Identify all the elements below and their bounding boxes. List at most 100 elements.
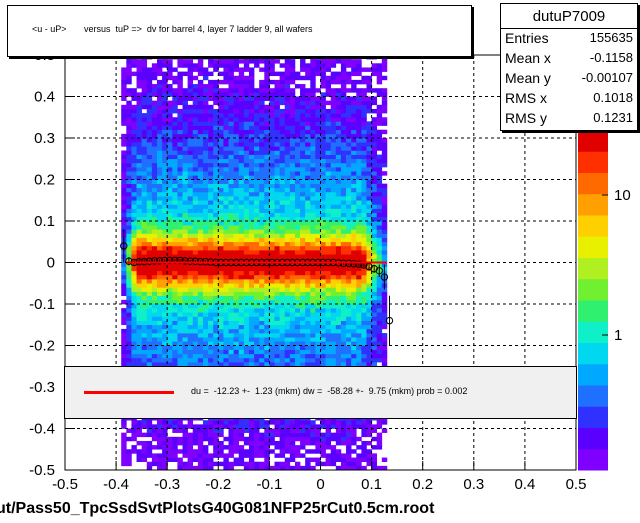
density-cell <box>233 108 240 114</box>
density-cell <box>177 424 183 429</box>
density-cell <box>131 200 137 205</box>
density-cell <box>289 308 296 313</box>
density-cell <box>131 357 137 363</box>
density-cell <box>335 299 342 305</box>
density-cell <box>156 200 163 205</box>
density-cell <box>366 362 372 367</box>
density-cell <box>167 167 173 172</box>
density-cell <box>330 100 337 106</box>
density-cell <box>315 457 321 462</box>
density-cell <box>294 129 301 135</box>
density-cell <box>202 457 209 462</box>
density-cell <box>156 324 163 330</box>
density-cell <box>248 308 255 313</box>
density-cell <box>366 424 372 429</box>
density-cell <box>254 229 260 234</box>
density-cell <box>371 424 378 429</box>
density-cell <box>279 154 286 160</box>
density-cell <box>376 183 383 189</box>
density-cell <box>340 75 347 81</box>
density-cell <box>156 357 163 363</box>
density-cell <box>243 183 250 189</box>
density-cell <box>146 237 153 243</box>
density-cell <box>325 79 332 85</box>
density-cell <box>243 341 250 346</box>
density-cell <box>356 167 362 172</box>
density-cell <box>136 357 142 363</box>
density-cell <box>305 221 311 226</box>
density-cell <box>197 150 204 155</box>
density-cell <box>269 333 275 338</box>
density-cell <box>151 436 158 442</box>
density-cell <box>310 432 316 438</box>
density-cell <box>126 291 132 296</box>
density-cell <box>213 320 219 326</box>
density-cell <box>202 221 209 226</box>
density-cell <box>279 167 286 172</box>
density-cell <box>264 262 270 267</box>
density-cell <box>126 154 132 160</box>
density-cell <box>213 171 219 176</box>
density-cell <box>315 353 321 359</box>
profile-point <box>186 257 194 265</box>
density-cell <box>213 333 219 338</box>
density-cell <box>320 96 326 101</box>
density-cell <box>315 428 321 433</box>
density-cell <box>254 324 260 330</box>
density-cell <box>238 274 245 280</box>
density-cell <box>182 349 188 355</box>
density-cell <box>274 345 280 350</box>
density-cell <box>279 55 286 60</box>
density-cell <box>162 428 168 433</box>
density-cell <box>264 308 270 313</box>
density-cell <box>141 67 148 72</box>
density-cell <box>187 316 194 321</box>
density-cell <box>243 270 250 276</box>
density-cell <box>233 175 240 180</box>
density-cell <box>121 287 127 292</box>
density-cell <box>315 158 321 164</box>
density-cell <box>320 221 326 226</box>
density-cell <box>269 440 275 446</box>
density-cell <box>233 104 240 110</box>
density-cell <box>330 63 337 68</box>
density-cell <box>156 88 163 93</box>
density-cell <box>264 154 270 160</box>
density-cell <box>208 274 214 280</box>
density-cell <box>131 162 137 168</box>
density-cell <box>351 237 357 243</box>
density-cell <box>126 100 132 106</box>
density-cell <box>202 436 209 442</box>
density-cell <box>182 167 188 172</box>
density-cell <box>340 420 347 425</box>
density-cell <box>126 320 132 326</box>
density-cell <box>269 328 275 334</box>
density-cell <box>325 428 332 433</box>
profile-point <box>125 257 133 265</box>
density-cell <box>300 162 306 168</box>
density-cell <box>177 237 183 243</box>
density-cell <box>162 225 168 230</box>
density-cell <box>300 216 306 222</box>
density-cell <box>156 104 163 110</box>
density-cell <box>126 229 132 234</box>
density-cell <box>335 287 342 292</box>
density-cell <box>320 204 326 209</box>
density-cell <box>202 104 209 110</box>
density-cell <box>202 320 209 326</box>
density-cell <box>335 424 342 429</box>
density-cell <box>177 333 183 338</box>
density-cell <box>264 133 270 139</box>
density-cell <box>361 445 367 450</box>
density-cell <box>172 337 178 342</box>
density-cell <box>376 142 383 147</box>
density-cell <box>177 79 183 85</box>
density-cell <box>223 345 229 350</box>
density-cell <box>254 279 260 284</box>
density-cell <box>151 150 158 155</box>
density-cell <box>325 191 332 197</box>
density-cell <box>259 84 265 89</box>
density-cell <box>162 212 168 218</box>
density-cell <box>213 449 219 454</box>
density-cell <box>162 287 168 292</box>
